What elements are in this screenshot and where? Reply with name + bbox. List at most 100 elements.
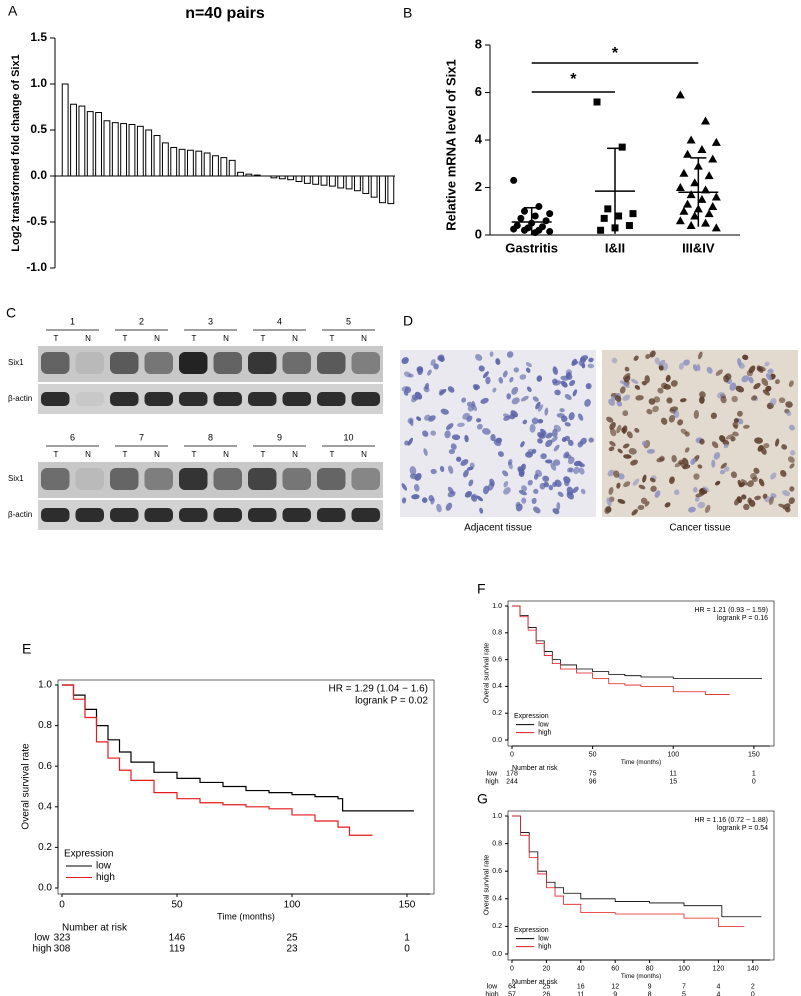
nucleus xyxy=(741,375,750,383)
risk-row-label: low xyxy=(487,771,498,778)
nucleus xyxy=(509,376,514,383)
nucleus xyxy=(723,443,729,449)
band xyxy=(213,392,242,406)
nucleus xyxy=(737,479,742,487)
x-tick-label: Gastritis xyxy=(505,240,558,255)
bar xyxy=(161,142,169,177)
nucleus xyxy=(622,443,630,449)
band xyxy=(317,392,346,406)
nucleus xyxy=(634,385,641,390)
risk-value: 16 xyxy=(577,984,585,991)
bar xyxy=(303,175,311,184)
nucleus xyxy=(485,376,491,385)
point xyxy=(697,145,707,153)
point xyxy=(708,154,718,163)
annotation: HR = 1.29 (1.04 − 1.6) xyxy=(328,684,428,695)
risk-value: 64 xyxy=(508,984,516,991)
y-tick-label: 1.0 xyxy=(30,76,47,90)
x-axis-label: Time (months) xyxy=(217,911,275,921)
nucleus xyxy=(610,396,616,402)
nucleus xyxy=(609,441,616,447)
x-tick-label: 80 xyxy=(646,966,654,973)
x-tick-label: 140 xyxy=(747,966,759,973)
bar xyxy=(95,112,102,177)
nucleus xyxy=(537,438,543,444)
bar xyxy=(237,171,244,177)
nucleus xyxy=(447,386,455,393)
nucleus xyxy=(688,506,696,513)
nucleus xyxy=(430,359,436,366)
risk-value: 2 xyxy=(751,984,755,991)
band xyxy=(248,508,277,522)
y-tick-label: 1.5 xyxy=(30,30,47,44)
band xyxy=(110,352,139,374)
nucleus xyxy=(517,465,524,472)
lane-sub: N xyxy=(223,334,229,343)
nucleus xyxy=(467,406,474,412)
nucleus xyxy=(738,362,745,369)
risk-value: 96 xyxy=(589,778,597,785)
bar xyxy=(345,175,353,190)
bar xyxy=(370,175,378,198)
nucleus xyxy=(704,504,711,514)
nucleus xyxy=(693,486,698,493)
nucleus xyxy=(457,422,465,427)
band xyxy=(75,392,104,406)
nucleus xyxy=(511,386,519,395)
nucleus xyxy=(624,366,630,372)
survival-curve xyxy=(512,815,745,927)
nucleus xyxy=(719,435,726,443)
bar xyxy=(320,175,328,186)
lane-label: 10 xyxy=(343,432,353,442)
nucleus xyxy=(626,431,633,439)
point xyxy=(704,209,714,218)
y-tick-label: 0.0 xyxy=(30,168,47,182)
y-axis-label: Overal survival rate xyxy=(21,743,32,830)
nucleus xyxy=(763,443,770,449)
lane-sub: T xyxy=(330,450,335,459)
y-tick-label: 0.8 xyxy=(492,630,502,637)
nucleus xyxy=(786,410,792,416)
bar xyxy=(187,149,194,177)
nucleus xyxy=(743,424,750,429)
nucleus xyxy=(782,503,791,510)
nucleus xyxy=(679,398,687,403)
survival-curve xyxy=(512,605,762,679)
nucleus xyxy=(537,431,545,439)
nucleus xyxy=(725,373,732,380)
nucleus xyxy=(646,408,653,415)
x-tick-label: 60 xyxy=(611,966,619,973)
legend-label: low xyxy=(538,935,549,942)
nucleus xyxy=(622,394,631,401)
nucleus xyxy=(552,366,558,375)
nucleus xyxy=(711,441,719,449)
nucleus xyxy=(564,394,572,400)
nucleus xyxy=(757,366,766,372)
bar xyxy=(153,135,161,177)
band xyxy=(110,508,139,522)
legend-title: Expression xyxy=(514,713,549,720)
y-tick-label: 0.0 xyxy=(38,883,52,894)
nucleus xyxy=(448,448,456,455)
nucleus xyxy=(730,436,736,442)
nucleus xyxy=(690,458,696,465)
annotation: HR = 1.21 (0.93 − 1.59) xyxy=(694,607,768,614)
nucleus xyxy=(662,362,669,371)
nucleus xyxy=(638,484,646,490)
nucleus xyxy=(476,423,483,430)
nucleus xyxy=(444,430,451,439)
nucleus xyxy=(579,357,586,363)
lane-sub: N xyxy=(292,450,298,459)
band xyxy=(41,468,70,490)
nucleus xyxy=(552,459,561,466)
point xyxy=(704,171,714,180)
band xyxy=(179,508,208,522)
band xyxy=(144,352,173,374)
nucleus xyxy=(529,424,536,433)
lane-sub: N xyxy=(292,334,298,343)
y-tick-label: 0 xyxy=(475,226,482,241)
nucleus xyxy=(748,376,754,384)
nucleus xyxy=(699,391,706,398)
survival-curve xyxy=(62,684,373,836)
point xyxy=(517,214,525,222)
